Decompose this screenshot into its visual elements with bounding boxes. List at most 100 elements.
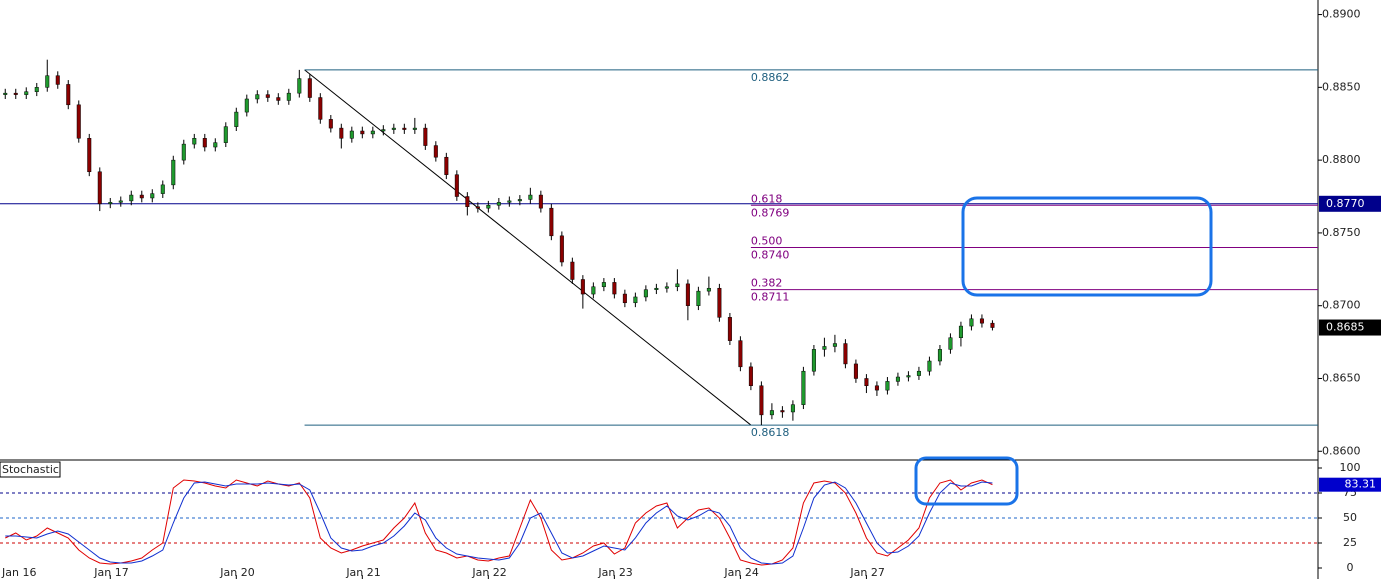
candle-body — [87, 138, 92, 173]
y-tick-label: 50 — [1343, 511, 1357, 524]
candle-body — [496, 202, 501, 206]
candle-body — [948, 337, 953, 350]
candle-body — [885, 381, 890, 391]
candle-body — [538, 194, 543, 209]
candle-body — [801, 370, 806, 405]
candle-body — [958, 325, 963, 338]
candle-body — [160, 184, 165, 194]
candle-body — [832, 343, 837, 347]
x-tick-label: Jan 16 — [1, 566, 36, 579]
candle-body — [706, 287, 711, 292]
fib-trendline — [304, 69, 752, 426]
y-tick-label: 0.8750 — [1322, 226, 1361, 239]
candle-body — [927, 360, 932, 372]
candle-body — [549, 207, 554, 237]
candle-body — [517, 199, 522, 202]
fib-range-label: 0.8862 — [751, 71, 790, 84]
fib-ratio-label: 0.618 — [751, 192, 783, 205]
candle-body — [591, 286, 596, 295]
candle-body — [843, 343, 848, 365]
last-price-tag: 0.8685 — [1326, 321, 1365, 334]
candle-body — [402, 127, 407, 130]
candle-body — [139, 194, 144, 199]
candle-body — [654, 287, 659, 290]
candle-body — [727, 317, 732, 341]
candle-body — [97, 171, 102, 205]
candle-body — [339, 127, 344, 139]
fib-price-label: 0.8769 — [751, 206, 790, 219]
y-tick-label: 0.8600 — [1322, 444, 1361, 457]
candle-body — [528, 194, 533, 200]
x-tick-label: Jan 23 — [597, 566, 632, 579]
candle-body — [412, 127, 417, 130]
candle-body — [769, 410, 774, 416]
candle-body — [979, 318, 984, 324]
candle-body — [580, 279, 585, 295]
y-tick-label: 0.8900 — [1322, 8, 1361, 21]
candle-body — [265, 94, 270, 98]
candle-body — [3, 92, 8, 95]
candle-body — [223, 126, 228, 143]
x-tick-label: Jan 21 — [345, 566, 380, 579]
candle-body — [811, 349, 816, 372]
candle-body — [391, 127, 396, 130]
y-tick-label: 0.8800 — [1322, 153, 1361, 166]
candle-body — [601, 282, 606, 288]
candle-body — [45, 75, 50, 88]
candle-body — [108, 202, 113, 205]
y-tick-label: 0.8850 — [1322, 80, 1361, 93]
candle-body — [34, 87, 39, 92]
y-tick-label: 100 — [1340, 461, 1361, 474]
candle-body — [675, 283, 680, 288]
candle-body — [507, 200, 512, 203]
candle-body — [990, 322, 995, 328]
candle-body — [853, 363, 858, 379]
candle-body — [150, 193, 155, 199]
fib-price-label: 0.8711 — [751, 291, 790, 304]
candle-body — [874, 385, 879, 391]
candle-body — [864, 378, 869, 387]
candle-body — [969, 318, 974, 327]
candle-body — [423, 127, 428, 146]
candle-body — [118, 200, 123, 203]
candle-body — [475, 206, 480, 209]
candle-body — [381, 129, 386, 132]
candle-body — [171, 159, 176, 186]
candle-body — [318, 97, 323, 120]
candle-body — [780, 410, 785, 413]
candle-body — [486, 205, 491, 209]
candle-body — [822, 346, 827, 350]
candle-body — [559, 235, 564, 263]
candle-body — [129, 194, 134, 202]
candle-body — [685, 283, 690, 306]
candle-body — [748, 366, 753, 387]
x-tick-label: Jan 17 — [93, 566, 128, 579]
candle-body — [916, 370, 921, 376]
fib-range-label: 0.8618 — [751, 426, 790, 439]
y-tick-label: 25 — [1343, 536, 1357, 549]
candle-body — [454, 174, 459, 197]
candle-body — [328, 119, 333, 129]
indicator-label-box — [0, 461, 61, 478]
candle-body — [192, 138, 197, 145]
candle-body — [643, 289, 648, 298]
x-tick-label: Jan 24 — [723, 566, 758, 579]
candle-body — [286, 92, 291, 101]
candle-body — [307, 78, 312, 98]
y-tick-label: 0.8650 — [1322, 371, 1361, 384]
fib-ratio-label: 0.382 — [751, 277, 783, 290]
candle-body — [717, 287, 722, 318]
candle-body — [570, 261, 575, 280]
candle-body — [370, 130, 375, 135]
indicator-tag-bg — [1319, 477, 1381, 492]
highlight-box — [961, 196, 1213, 297]
y-tick-label: 0.8700 — [1322, 299, 1361, 312]
candle-body — [895, 376, 900, 382]
candle-body — [24, 91, 29, 95]
price-tag: 0.8770 — [1326, 197, 1365, 210]
indicator-tag: 83.31 — [1345, 478, 1377, 491]
candle-body — [181, 143, 186, 161]
indicator-title: Stochastic — [2, 463, 59, 476]
candle-body — [234, 111, 239, 127]
